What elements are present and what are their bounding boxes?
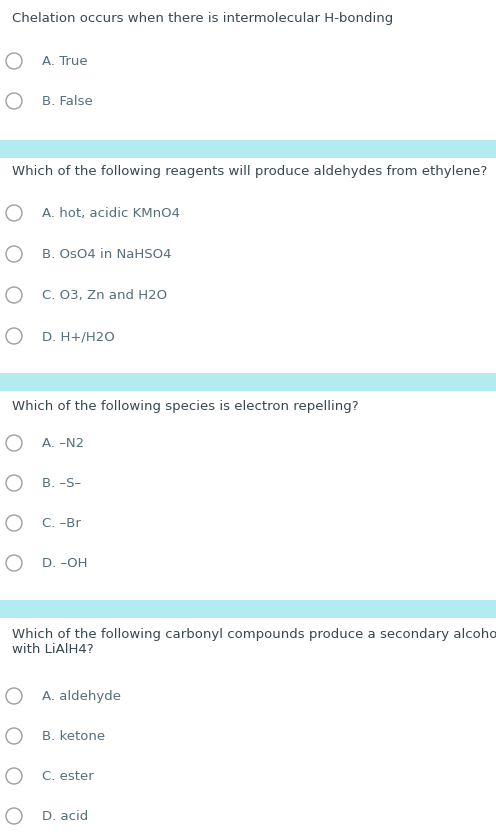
Text: C. –Br: C. –Br — [42, 517, 81, 530]
Bar — [0, 140, 496, 158]
Text: A. aldehyde: A. aldehyde — [42, 690, 121, 703]
Text: C. O3, Zn and H2O: C. O3, Zn and H2O — [42, 289, 167, 302]
Text: D. –OH: D. –OH — [42, 557, 87, 570]
Text: D. H+/H2O: D. H+/H2O — [42, 330, 115, 343]
Bar — [0, 600, 496, 618]
Text: A. –N2: A. –N2 — [42, 437, 84, 450]
Text: B. False: B. False — [42, 95, 93, 108]
Text: D. acid: D. acid — [42, 810, 88, 823]
Text: Which of the following reagents will produce aldehydes from ethylene?: Which of the following reagents will pro… — [12, 165, 487, 178]
Bar — [0, 373, 496, 391]
Text: A. True: A. True — [42, 55, 88, 68]
Text: B. OsO4 in NaHSO4: B. OsO4 in NaHSO4 — [42, 248, 172, 261]
Text: Chelation occurs when there is intermolecular H-bonding: Chelation occurs when there is intermole… — [12, 12, 393, 25]
Text: B. –S–: B. –S– — [42, 477, 81, 490]
Text: C. ester: C. ester — [42, 770, 94, 783]
Text: A. hot, acidic KMnO4: A. hot, acidic KMnO4 — [42, 207, 180, 220]
Text: Which of the following species is electron repelling?: Which of the following species is electr… — [12, 400, 359, 413]
Text: Which of the following carbonyl compounds produce a secondary alcohol
with LiAlH: Which of the following carbonyl compound… — [12, 628, 496, 656]
Text: B. ketone: B. ketone — [42, 730, 105, 743]
